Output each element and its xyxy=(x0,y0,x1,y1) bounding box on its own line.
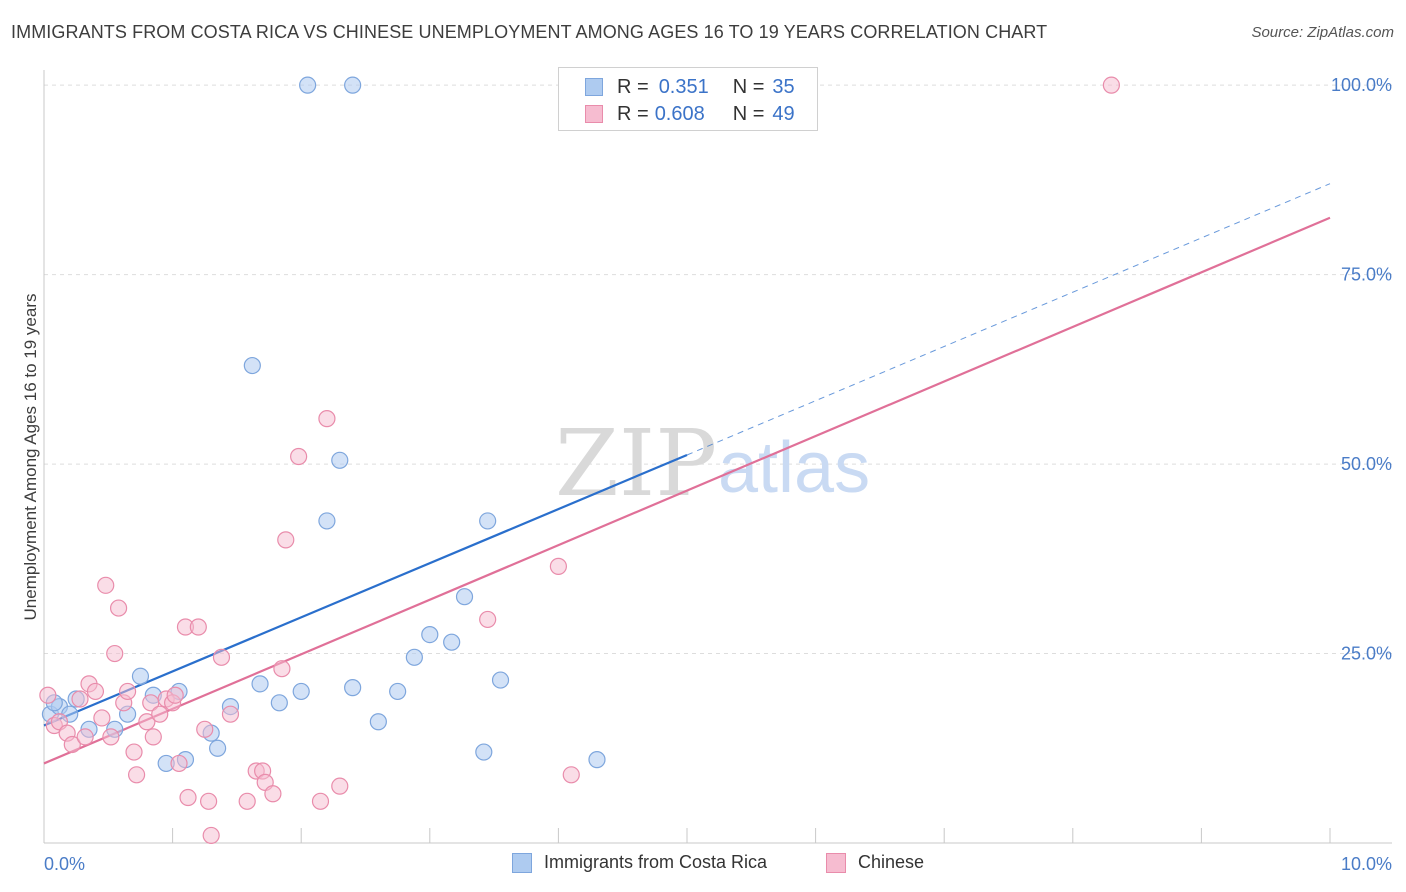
data-point-chinese xyxy=(93,709,111,727)
data-point-costa-rica xyxy=(243,356,261,375)
bottom-legend-item-costa-rica: Immigrants from Costa Rica xyxy=(512,852,767,873)
data-point-costa-rica xyxy=(588,751,606,769)
data-point-costa-rica xyxy=(421,625,439,644)
bottom-legend: Immigrants from Costa Rica Chinese xyxy=(0,852,1406,878)
trend-line-chinese xyxy=(43,216,1331,765)
data-point-chinese xyxy=(273,660,291,678)
data-point-chinese xyxy=(166,686,184,704)
x-tick-label: 10.0% xyxy=(1341,854,1392,874)
data-point-chinese xyxy=(318,410,336,428)
data-point-chinese xyxy=(221,705,240,723)
legend-r-value: 0.351 xyxy=(658,75,709,98)
legend-swatch-pink xyxy=(585,105,603,123)
legend-n-value: 35 xyxy=(772,75,795,98)
data-point-chinese xyxy=(179,788,197,807)
data-point-chinese xyxy=(127,766,146,784)
data-point-costa-rica xyxy=(344,679,362,697)
legend-n-value: 49 xyxy=(772,102,795,125)
data-point-chinese xyxy=(170,754,188,773)
y-tick-label: 100.0% xyxy=(1331,75,1392,95)
data-point-chinese xyxy=(479,610,497,629)
chart-title: IMMIGRANTS FROM COSTA RICA VS CHINESE UN… xyxy=(11,22,1048,42)
data-point-chinese xyxy=(331,777,349,795)
tick-labels: 25.0% 50.0% 75.0% 100.0% 0.0% 10.0% xyxy=(44,75,1392,874)
data-point-chinese xyxy=(86,682,105,701)
data-point-chinese xyxy=(106,644,124,663)
legend-row-chinese: R = 0.608 N = 49 xyxy=(585,102,795,126)
data-point-chinese xyxy=(118,682,137,701)
y-tick-label: 50.0% xyxy=(1341,454,1392,474)
data-point-costa-rica xyxy=(251,675,269,693)
data-point-chinese xyxy=(562,766,580,784)
data-point-chinese xyxy=(189,618,207,636)
legend-r-label: R = xyxy=(617,75,649,98)
data-point-chinese xyxy=(1102,76,1120,94)
data-point-chinese xyxy=(311,792,330,810)
data-point-costa-rica xyxy=(131,667,150,685)
data-point-chinese xyxy=(71,690,89,708)
data-point-costa-rica xyxy=(389,682,407,701)
legend: R = 0.351 N = 35 R = 0.608 N = 49 xyxy=(558,67,818,131)
chart-source: Source: ZipAtlas.com xyxy=(1251,24,1394,41)
x-tick-label: 0.0% xyxy=(44,854,85,874)
bottom-legend-item-chinese: Chinese xyxy=(826,852,924,873)
series-chinese-points xyxy=(39,76,1120,845)
data-point-chinese xyxy=(109,599,128,617)
watermark-atlas: atlas xyxy=(718,428,870,508)
data-point-chinese xyxy=(212,648,231,666)
trend-line-costa-rica-extension xyxy=(686,183,1331,456)
y-tick-label: 75.0% xyxy=(1341,265,1392,285)
legend-n-label: N = xyxy=(732,102,765,125)
data-point-chinese xyxy=(39,686,57,704)
data-point-costa-rica xyxy=(331,451,349,469)
data-point-costa-rica xyxy=(299,76,317,94)
y-tick-label: 25.0% xyxy=(1341,644,1392,664)
data-point-chinese xyxy=(76,728,94,746)
data-point-costa-rica xyxy=(405,648,423,666)
data-point-costa-rica xyxy=(318,512,336,530)
trend-lines xyxy=(43,183,1331,765)
data-point-costa-rica xyxy=(292,682,310,701)
bottom-legend-swatch-blue xyxy=(512,852,532,873)
data-point-chinese xyxy=(144,728,162,746)
data-point-chinese xyxy=(196,720,214,738)
data-point-chinese xyxy=(290,447,308,466)
data-point-chinese xyxy=(277,531,295,549)
legend-row-costa-rica: R = 0.351 N = 35 xyxy=(585,75,795,99)
legend-n-label: N = xyxy=(732,75,765,98)
legend-r-label: R = xyxy=(617,102,649,125)
data-point-chinese xyxy=(97,576,115,594)
data-point-costa-rica xyxy=(455,588,474,606)
data-point-costa-rica xyxy=(479,512,497,530)
data-point-chinese xyxy=(63,735,81,754)
data-point-costa-rica xyxy=(475,743,493,761)
legend-swatch-blue xyxy=(585,78,603,96)
data-point-costa-rica xyxy=(270,694,288,712)
data-point-costa-rica xyxy=(209,739,227,757)
y-axis-label: Unemployment Among Ages 16 to 19 years xyxy=(21,294,40,621)
bottom-legend-label: Immigrants from Costa Rica xyxy=(544,852,768,872)
trend-line-costa-rica xyxy=(43,453,688,727)
data-point-chinese xyxy=(151,705,169,723)
data-point-costa-rica xyxy=(443,633,461,651)
data-point-costa-rica xyxy=(369,713,387,731)
data-point-costa-rica xyxy=(344,76,362,94)
grid-lines xyxy=(44,84,1392,655)
data-point-chinese xyxy=(238,792,256,810)
data-point-chinese xyxy=(125,743,143,761)
bottom-legend-swatch-pink xyxy=(826,852,846,873)
data-point-chinese xyxy=(102,728,120,746)
data-point-chinese xyxy=(202,826,220,845)
bottom-legend-label: Chinese xyxy=(858,852,925,872)
data-point-chinese xyxy=(200,792,218,810)
data-point-chinese xyxy=(549,557,568,575)
data-point-chinese xyxy=(138,713,156,731)
data-point-chinese xyxy=(264,785,282,803)
legend-r-value: 0.608 xyxy=(654,102,705,125)
data-point-costa-rica xyxy=(491,671,510,689)
